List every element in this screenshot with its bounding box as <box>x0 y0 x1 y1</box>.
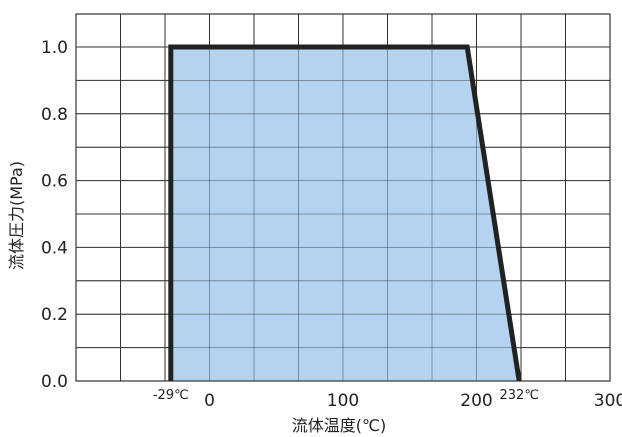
y-tick-label: 0.0 <box>41 372 68 392</box>
y-tick-label: 0.2 <box>41 305 68 325</box>
x-tick-label: 0 <box>204 391 215 411</box>
x-tick-label: 100 <box>327 391 359 411</box>
y-tick-label: 0.8 <box>41 105 68 125</box>
y-tick-label: 0.6 <box>41 172 68 192</box>
y-axis-title: 流体圧力(MPa) <box>7 161 26 270</box>
operating-range-boundary-line <box>168 44 522 382</box>
plot-frame <box>75 13 611 382</box>
x-tick-label: 200 <box>460 391 492 411</box>
temperature-limit-annotations: -29℃ 232℃ <box>153 388 539 403</box>
vertical-gridlines-overlay <box>120 14 566 381</box>
y-axis-tick-labels: 0.0 0.2 0.4 0.6 0.8 1.0 <box>41 38 68 392</box>
x-axis-tick-labels: 0 100 200 300 <box>204 391 622 411</box>
temperature-limit-label: -29℃ <box>153 388 189 403</box>
y-tick-label: 0.4 <box>41 238 68 258</box>
x-axis-title: 流体温度(℃) <box>292 416 386 435</box>
y-tick-label: 1.0 <box>41 38 68 58</box>
temperature-limit-label: 232℃ <box>500 388 539 403</box>
x-tick-label: 300 <box>594 391 622 411</box>
horizontal-gridlines-overlay <box>76 46 610 349</box>
